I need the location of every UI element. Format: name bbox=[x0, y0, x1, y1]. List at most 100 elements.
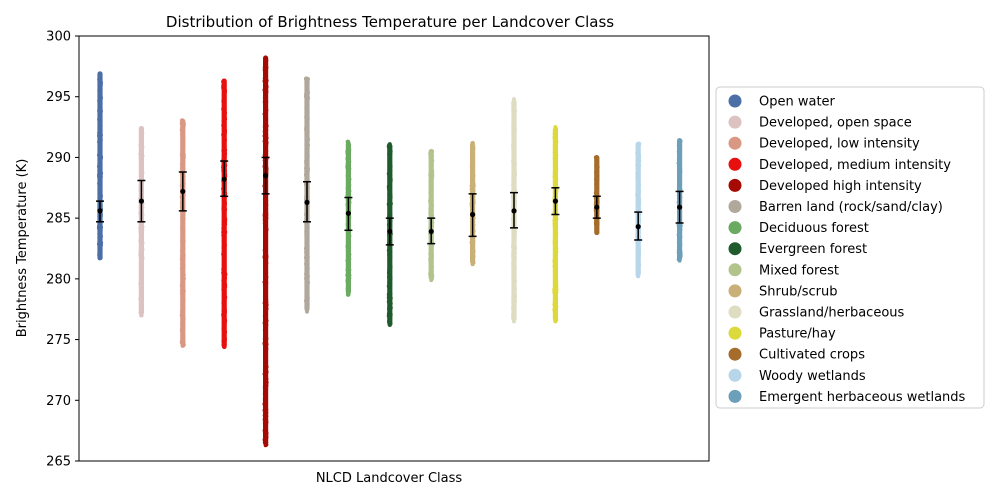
outlier-point bbox=[636, 270, 641, 275]
data-point bbox=[635, 171, 640, 176]
data-point bbox=[263, 233, 268, 239]
data-point bbox=[677, 169, 683, 174]
outlier-point bbox=[222, 335, 227, 340]
legend-label: Developed high intensity bbox=[759, 179, 922, 194]
data-point bbox=[345, 161, 351, 167]
data-point bbox=[262, 313, 268, 319]
legend-frame bbox=[715, 86, 985, 409]
data-point bbox=[181, 253, 186, 258]
y-tick-label: 295 bbox=[46, 90, 71, 105]
data-point bbox=[222, 242, 227, 248]
data-point bbox=[470, 174, 475, 180]
data-point bbox=[221, 81, 227, 87]
data-point bbox=[429, 220, 435, 226]
data-point bbox=[221, 304, 227, 310]
data-point bbox=[139, 152, 145, 157]
data-point bbox=[553, 250, 558, 256]
data-point bbox=[386, 306, 392, 312]
data-point bbox=[179, 127, 185, 133]
data-point bbox=[552, 174, 558, 179]
outlier-point bbox=[346, 292, 351, 297]
data-point bbox=[552, 258, 557, 264]
mean-point bbox=[180, 188, 186, 195]
data-point bbox=[635, 175, 640, 180]
data-point bbox=[469, 183, 475, 189]
data-point bbox=[222, 201, 228, 206]
data-point bbox=[553, 166, 559, 172]
data-point bbox=[263, 341, 269, 347]
data-point bbox=[179, 161, 185, 167]
mean-point bbox=[97, 208, 103, 214]
outlier-point bbox=[512, 112, 516, 117]
error-bar bbox=[261, 156, 270, 195]
data-point bbox=[139, 174, 144, 179]
outlier-point bbox=[470, 262, 475, 267]
plot-area bbox=[78, 35, 710, 462]
data-point bbox=[429, 203, 435, 209]
outlier-point bbox=[263, 427, 268, 432]
series-3 bbox=[220, 78, 229, 349]
legend-label: Developed, medium intensity bbox=[759, 158, 951, 173]
data-point bbox=[636, 253, 642, 258]
legend-marker bbox=[728, 263, 742, 277]
mean-point bbox=[345, 210, 351, 216]
outlier-point bbox=[263, 412, 268, 417]
data-point bbox=[304, 261, 309, 267]
legend-marker bbox=[728, 157, 742, 171]
outlier-point bbox=[512, 281, 516, 286]
data-point bbox=[305, 137, 311, 142]
data-point bbox=[512, 298, 518, 303]
data-point bbox=[221, 98, 227, 104]
data-point bbox=[345, 272, 350, 278]
data-point bbox=[139, 260, 144, 266]
outlier-point bbox=[180, 343, 185, 348]
data-point bbox=[428, 156, 434, 162]
data-point bbox=[428, 190, 433, 196]
outlier-point bbox=[139, 295, 144, 300]
data-point bbox=[221, 229, 226, 235]
plot-marks bbox=[96, 55, 684, 448]
y-axis: 265 270 275 280 285 290 295 300 bbox=[46, 30, 79, 470]
data-point bbox=[262, 138, 268, 144]
data-point bbox=[636, 249, 641, 255]
error-bar bbox=[427, 217, 436, 245]
data-point bbox=[97, 116, 103, 122]
legend: Open water Developed, open space Developed… bbox=[715, 86, 985, 409]
outlier-point bbox=[387, 142, 392, 147]
outlier-point bbox=[180, 323, 185, 327]
series-4 bbox=[261, 55, 270, 448]
data-point bbox=[553, 263, 559, 268]
error-bar bbox=[178, 171, 187, 212]
data-point bbox=[221, 132, 226, 137]
legend-marker bbox=[728, 305, 742, 319]
data-point bbox=[262, 78, 268, 84]
error-bar bbox=[592, 195, 601, 219]
legend-label: Barren land (rock/sand/clay) bbox=[759, 200, 943, 215]
data-point bbox=[304, 105, 310, 111]
outlier-point bbox=[139, 306, 144, 310]
legend-marker bbox=[728, 94, 742, 108]
data-point bbox=[511, 168, 517, 174]
error-bar bbox=[551, 187, 560, 216]
data-point bbox=[305, 254, 310, 260]
data-point bbox=[139, 170, 145, 175]
series-14 bbox=[675, 138, 684, 263]
data-point bbox=[98, 193, 103, 199]
mean-point bbox=[138, 198, 144, 204]
data-point bbox=[180, 212, 186, 218]
data-point bbox=[139, 256, 145, 261]
data-point bbox=[263, 346, 268, 352]
data-point bbox=[263, 117, 269, 123]
data-point bbox=[387, 298, 392, 304]
data-point bbox=[511, 265, 516, 270]
outlier-point bbox=[263, 421, 268, 426]
outlier-point bbox=[222, 344, 227, 349]
data-point bbox=[552, 150, 558, 155]
data-point bbox=[387, 281, 393, 287]
data-point bbox=[511, 252, 516, 257]
data-point bbox=[388, 312, 393, 317]
data-point bbox=[179, 257, 185, 263]
error-bar bbox=[385, 217, 394, 246]
data-point bbox=[593, 190, 599, 195]
data-point bbox=[263, 58, 268, 64]
